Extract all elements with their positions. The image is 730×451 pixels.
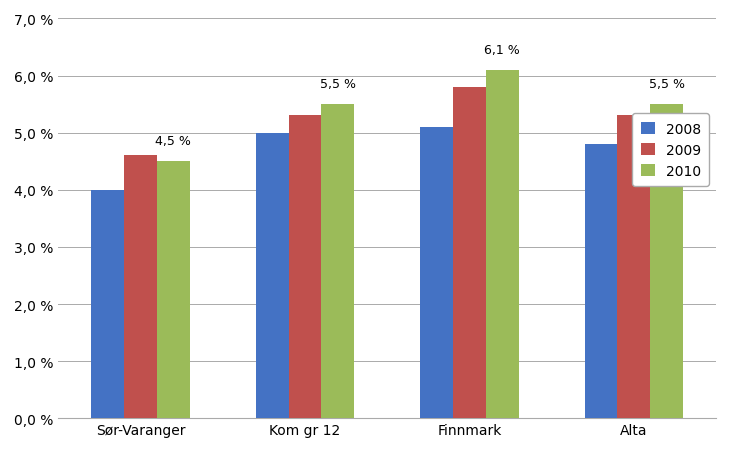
Bar xyxy=(585,145,618,419)
Bar xyxy=(255,133,288,419)
Bar xyxy=(618,116,650,419)
Bar xyxy=(650,105,683,419)
Bar xyxy=(321,105,354,419)
Bar xyxy=(486,71,519,419)
Text: 5,5 %: 5,5 % xyxy=(649,78,685,91)
Bar xyxy=(288,116,321,419)
Bar xyxy=(420,128,453,419)
Bar xyxy=(91,190,124,419)
Bar xyxy=(453,88,486,419)
Text: 6,1 %: 6,1 % xyxy=(485,43,520,56)
Text: 4,5 %: 4,5 % xyxy=(155,134,191,147)
Text: 5,5 %: 5,5 % xyxy=(320,78,356,91)
Bar xyxy=(157,162,190,419)
Bar xyxy=(124,156,157,419)
Legend: 2008, 2009, 2010: 2008, 2009, 2010 xyxy=(632,114,709,186)
